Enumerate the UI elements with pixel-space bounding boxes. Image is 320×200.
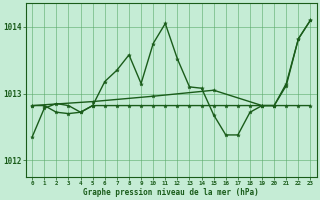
X-axis label: Graphe pression niveau de la mer (hPa): Graphe pression niveau de la mer (hPa) — [84, 188, 259, 197]
